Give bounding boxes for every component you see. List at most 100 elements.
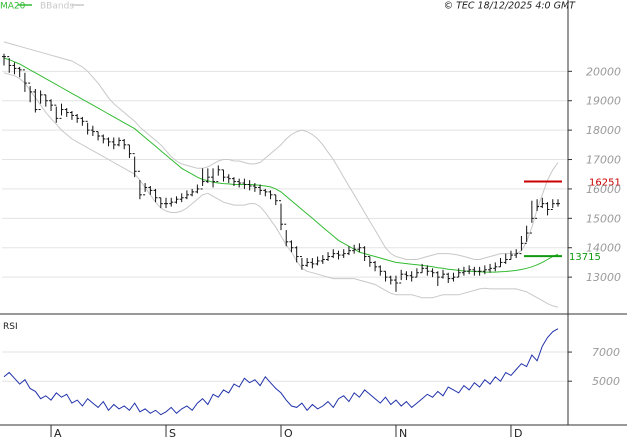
price-bar xyxy=(237,178,242,188)
price-bar xyxy=(22,69,27,92)
price-bar xyxy=(153,188,158,203)
rsi-layer: RSI xyxy=(3,322,559,416)
price-bar xyxy=(305,258,310,267)
price-bar xyxy=(273,194,278,206)
price-bar xyxy=(503,253,508,264)
price-bar xyxy=(205,168,210,184)
x-tick-label: S xyxy=(169,427,176,440)
price-bar xyxy=(221,169,226,182)
price-bar xyxy=(467,265,472,275)
price-bar xyxy=(247,180,252,191)
price-bar xyxy=(461,266,466,276)
price-bar xyxy=(535,199,540,219)
price-bar xyxy=(289,240,294,253)
price-bar xyxy=(341,249,346,259)
price-bar xyxy=(179,193,184,203)
price-bar xyxy=(263,188,268,197)
price-bar xyxy=(310,258,315,269)
ma20-line xyxy=(3,57,559,273)
price-bar xyxy=(352,244,357,254)
price-bar xyxy=(508,250,513,260)
price-bar xyxy=(242,178,247,189)
price-bar xyxy=(373,260,378,272)
price-bar xyxy=(404,271,409,281)
legend-ma-label: MA20 xyxy=(0,2,26,12)
price-bar xyxy=(268,190,273,200)
price-bar xyxy=(116,137,121,147)
price-bar xyxy=(414,268,419,278)
price-bar xyxy=(190,188,195,197)
legend-bb-label: BBands xyxy=(40,2,74,12)
price-bar xyxy=(545,202,550,216)
price-bar xyxy=(488,263,493,273)
price-bar xyxy=(43,94,48,107)
price-bar xyxy=(85,120,90,135)
price-bar xyxy=(326,252,331,261)
price-bar xyxy=(231,177,236,186)
price-bar xyxy=(472,266,477,276)
price-bar xyxy=(299,256,304,270)
price-bar xyxy=(456,268,461,278)
price-bar xyxy=(315,256,320,266)
price-bar xyxy=(158,197,163,209)
price-bar xyxy=(336,250,341,260)
price-bar xyxy=(96,131,101,141)
y-tick-label: 14000 xyxy=(586,242,621,255)
price-bar xyxy=(331,249,336,259)
price-bar xyxy=(33,88,38,113)
price-bar xyxy=(383,270,388,282)
price-bar xyxy=(435,271,440,286)
rsi-tick-label: 7000 xyxy=(592,346,620,359)
rsi-panel-title: RSI xyxy=(3,322,18,332)
price-bar xyxy=(284,223,289,247)
support-level-label: 13715 xyxy=(569,252,601,263)
price-bar xyxy=(294,246,299,263)
price-bar xyxy=(80,116,85,126)
price-bar xyxy=(493,262,498,272)
price-bar xyxy=(111,137,116,150)
price-bar xyxy=(2,53,6,66)
price-bar xyxy=(174,196,179,204)
price-bar xyxy=(556,199,560,207)
price-bar xyxy=(216,165,221,183)
y-tick-label: 13000 xyxy=(586,271,621,284)
price-bar xyxy=(540,197,545,209)
price-bar xyxy=(279,200,283,231)
price-bar xyxy=(200,168,205,190)
price-bar xyxy=(252,183,257,192)
y-tick-label: 15000 xyxy=(586,212,621,225)
price-bar xyxy=(524,225,529,244)
price-bar xyxy=(420,263,425,274)
price-bar xyxy=(393,275,398,292)
price-bar xyxy=(148,185,153,195)
price-bar xyxy=(482,265,487,275)
price-bar xyxy=(143,183,148,196)
price-bar xyxy=(367,256,372,267)
bollinger-bands-layer xyxy=(3,41,559,308)
price-bar xyxy=(346,246,351,256)
price-bar xyxy=(195,184,200,194)
price-bar xyxy=(28,82,33,103)
y-tick-label: 19000 xyxy=(586,95,621,108)
price-bar xyxy=(17,66,22,78)
resistance-level-label: 16251 xyxy=(589,178,621,189)
y-tick-label: 17000 xyxy=(586,154,621,167)
price-bar xyxy=(164,197,169,209)
bb-lower-line xyxy=(3,72,559,308)
bb-upper-line xyxy=(3,41,559,260)
rsi-tick-label: 5000 xyxy=(592,375,620,388)
price-bar xyxy=(409,271,414,282)
price-bar xyxy=(451,272,456,282)
price-bar xyxy=(54,104,59,123)
price-bar xyxy=(498,258,503,268)
price-bar xyxy=(122,138,127,150)
price-bar xyxy=(550,199,555,211)
y-tick-label: 20000 xyxy=(586,65,621,78)
price-bar xyxy=(49,99,54,112)
moving-average-layer xyxy=(3,57,559,273)
price-bar xyxy=(446,272,451,284)
price-bar xyxy=(90,125,95,137)
y-tick-label: 18000 xyxy=(586,124,621,137)
